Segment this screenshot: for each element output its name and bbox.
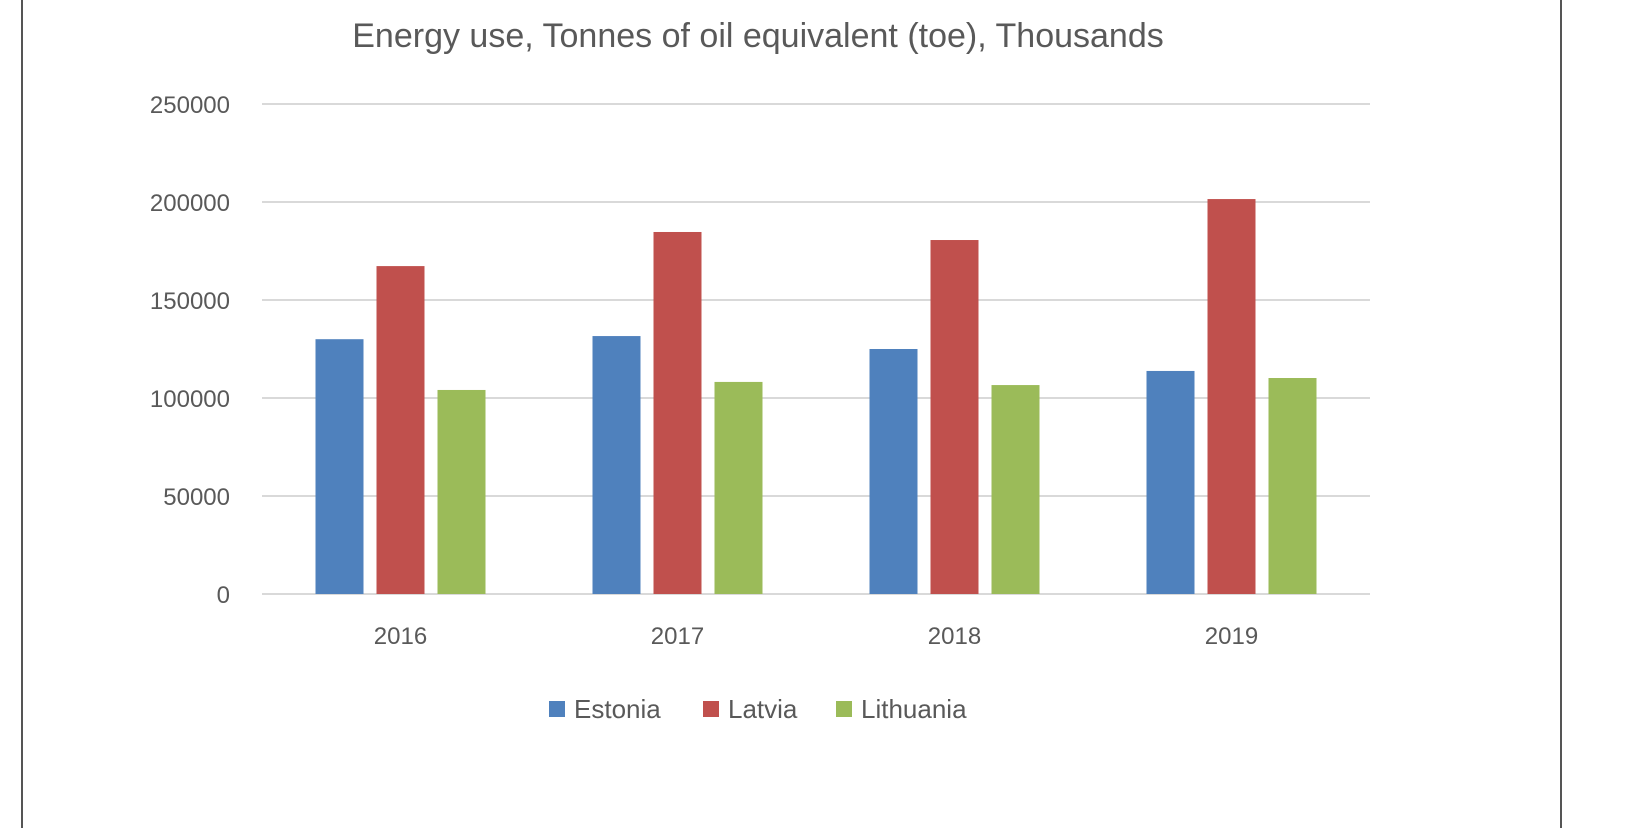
x-tick-label: 2019 (1205, 623, 1258, 650)
legend-label: Lithuania (861, 694, 967, 724)
bar-estonia-2019 (1146, 370, 1195, 594)
y-tick-label: 0 (217, 582, 230, 609)
y-tick-label: 50000 (163, 484, 230, 511)
y-tick-label: 150000 (150, 288, 230, 315)
bar-latvia-2016 (376, 266, 425, 594)
chart-frame (21, 0, 1562, 828)
y-tick-label: 100000 (150, 386, 230, 413)
x-tick-label: 2018 (928, 623, 981, 650)
x-tick-label: 2016 (374, 623, 427, 650)
legend-swatch-estonia (549, 701, 565, 717)
bar-lithuania-2016 (437, 389, 486, 594)
x-tick-label: 2017 (651, 623, 704, 650)
y-tick-label: 200000 (150, 190, 230, 217)
bar-lithuania-2019 (1268, 378, 1317, 594)
bar-estonia-2018 (869, 349, 918, 594)
bar-latvia-2019 (1207, 199, 1256, 594)
chart-title: Energy use, Tonnes of oil equivalent (to… (352, 17, 1163, 55)
bar-lithuania-2017 (714, 381, 763, 594)
legend-swatch-latvia (703, 701, 719, 717)
bar-estonia-2017 (592, 336, 641, 594)
legend-label: Latvia (728, 694, 798, 724)
y-tick-label: 250000 (150, 92, 230, 119)
bar-latvia-2018 (930, 240, 979, 595)
bar-estonia-2016 (315, 339, 364, 594)
legend-label: Estonia (574, 694, 661, 724)
bar-lithuania-2018 (991, 385, 1040, 594)
legend-swatch-lithuania (836, 701, 852, 717)
bar-latvia-2017 (653, 231, 702, 594)
